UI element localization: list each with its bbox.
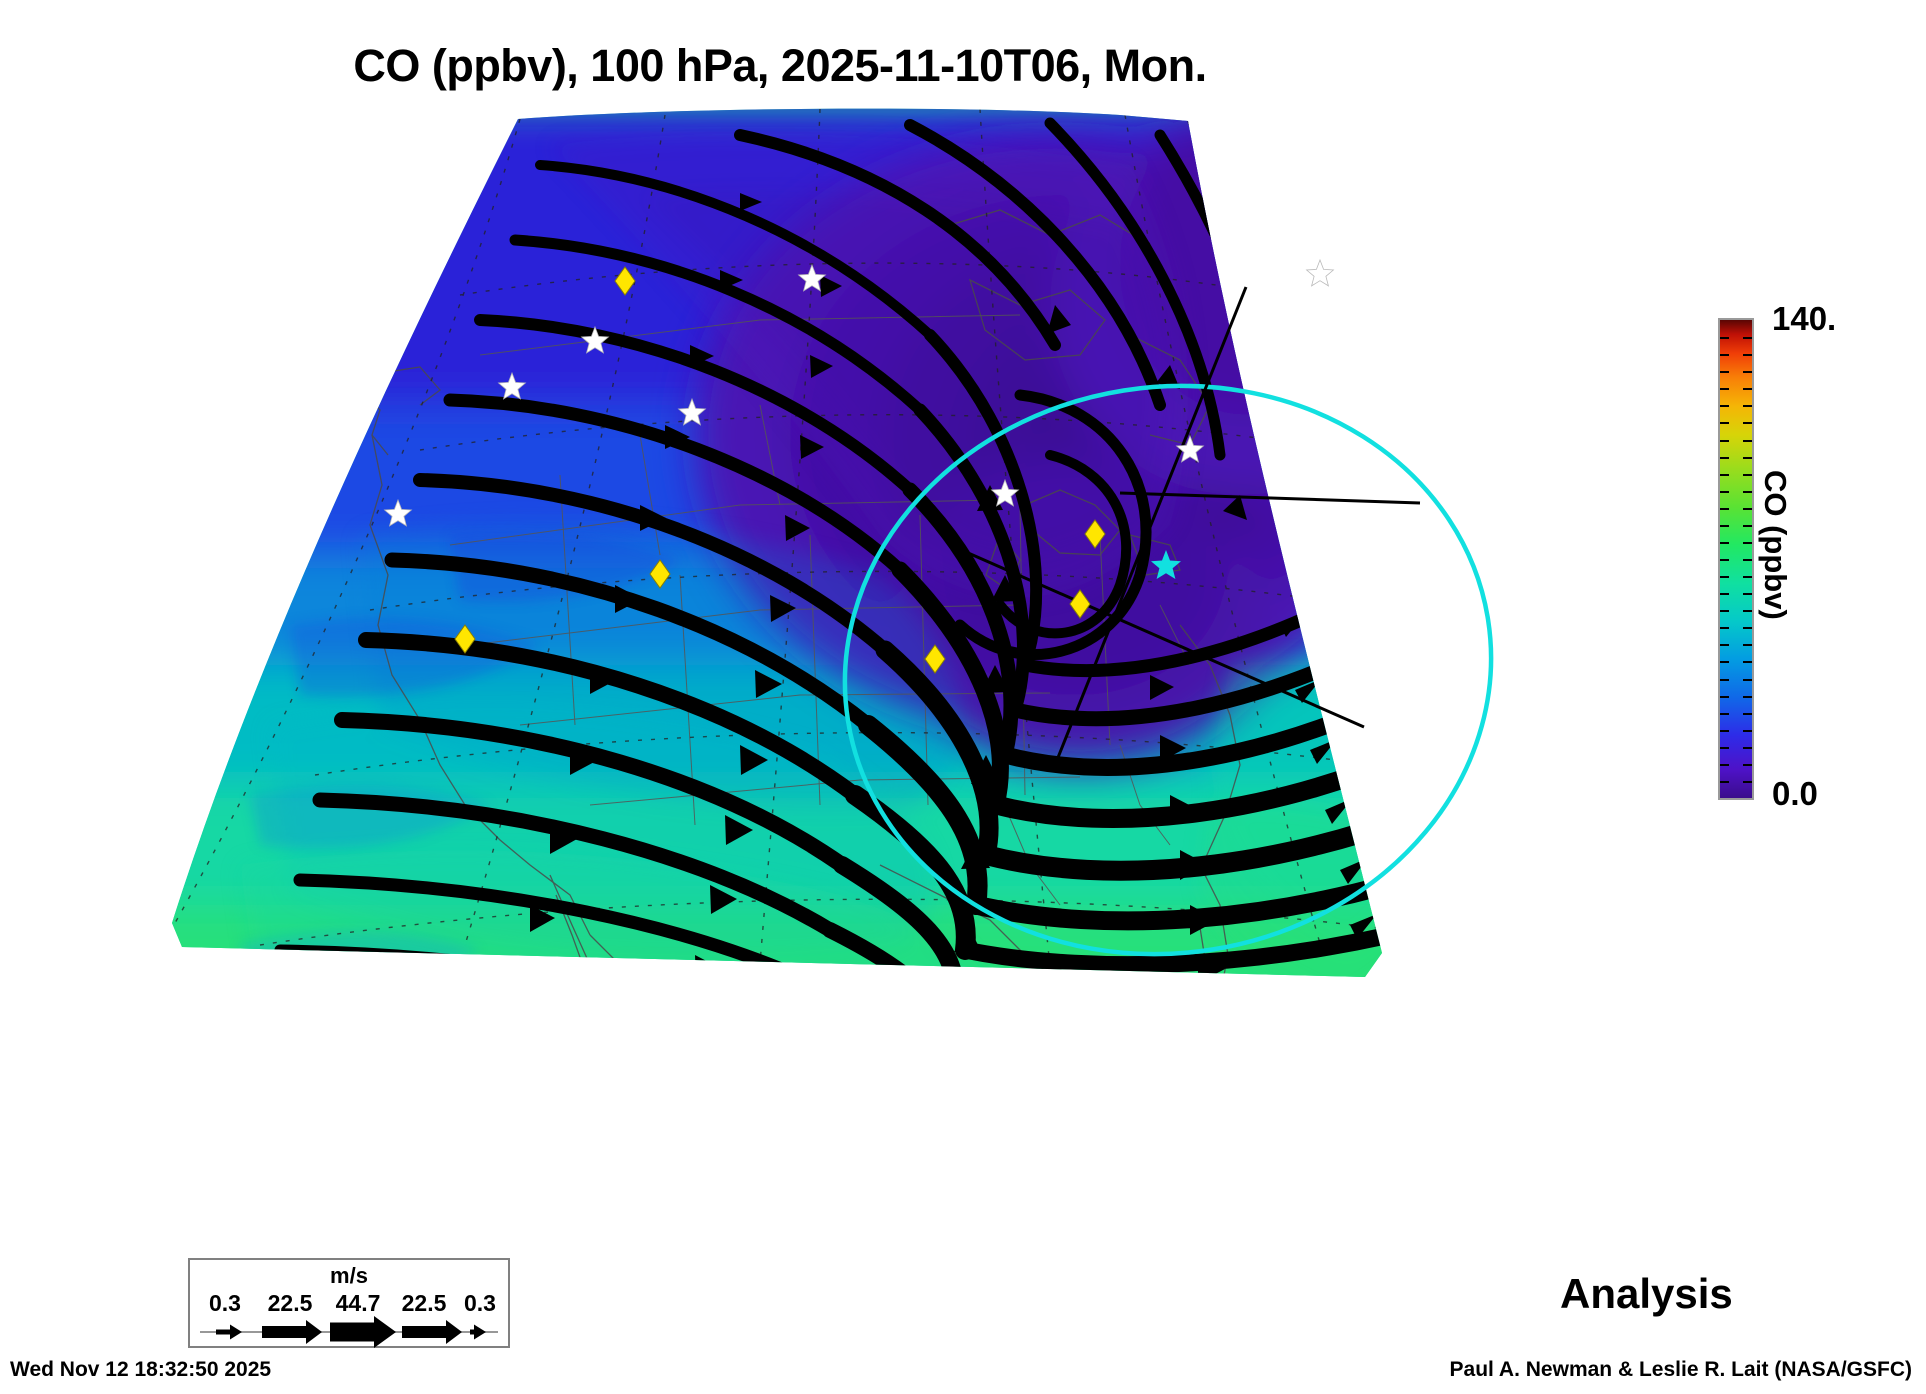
yellow-diamond-markers (454, 266, 1106, 674)
colorbar-tick (1720, 713, 1729, 715)
colorbar-tick (1743, 593, 1752, 595)
colorbar-tick (1743, 576, 1752, 578)
colorbar-tick (1743, 525, 1752, 527)
colorbar-tick (1743, 508, 1752, 510)
map-panel (120, 105, 1540, 1065)
colorbar-tick (1720, 593, 1729, 595)
colorbar-tick (1720, 679, 1729, 681)
colorbar-tick (1743, 422, 1752, 424)
colorbar-tick (1720, 491, 1729, 493)
colorbar-tick (1720, 337, 1729, 339)
wind-legend-value-5: 0.3 (464, 1290, 496, 1316)
colorbar-tick (1720, 747, 1729, 749)
colorbar-max-label: 140. (1772, 300, 1837, 337)
wind-legend-unit: m/s (330, 1263, 368, 1288)
colorbar-tick (1720, 559, 1729, 561)
render-timestamp: Wed Nov 12 18:32:50 2025 (10, 1358, 272, 1381)
colorbar-tick (1743, 610, 1752, 612)
colorbar-tick (1743, 696, 1752, 698)
colorbar-tick (1743, 730, 1752, 732)
colorbar-min-label: 0.0 (1772, 775, 1818, 812)
colorbar-tick (1743, 405, 1752, 407)
wind-legend-value-2: 22.5 (267, 1290, 313, 1316)
station-markers (383, 258, 1335, 674)
colorbar-tick (1743, 491, 1752, 493)
cyan-star-marker (1151, 550, 1181, 579)
wind-legend-value-3: 44.7 (335, 1290, 381, 1316)
colorbar-tick (1720, 457, 1729, 459)
colorbar-tick (1743, 559, 1752, 561)
colorbar-tick (1743, 542, 1752, 544)
colorbar-tick (1743, 764, 1752, 766)
colorbar-tick (1720, 354, 1729, 356)
colorbar-tick (1720, 576, 1729, 578)
colorbar-tick (1720, 764, 1729, 766)
colorbar-tick (1743, 644, 1752, 646)
colorbar-tick (1743, 354, 1752, 356)
colorbar-tick (1720, 610, 1729, 612)
colorbar-tick (1720, 371, 1729, 373)
co-contour-field (172, 108, 1382, 977)
colorbar-tick (1720, 661, 1729, 663)
colorbar-tick (1720, 542, 1729, 544)
colorbar-tick (1720, 440, 1729, 442)
colorbar-tick (1743, 474, 1752, 476)
colorbar-axis-label: CO (ppbv) (1758, 470, 1793, 620)
page-title: CO (ppbv), 100 hPa, 2025-11-10T06, Mon. (353, 40, 1207, 91)
colorbar-tick (1743, 661, 1752, 663)
colorbar-tick (1720, 474, 1729, 476)
colorbar-tick (1720, 644, 1729, 646)
wind-speed-legend: m/s 0.3 22.5 44.7 22.5 0.3 (188, 1258, 510, 1348)
colorbar-tick (1743, 713, 1752, 715)
colorbar-tick (1720, 388, 1729, 390)
flight-range-ring (842, 383, 1494, 957)
colorbar-tick (1720, 405, 1729, 407)
colorbar-tick (1720, 730, 1729, 732)
colorbar-tick (1720, 422, 1729, 424)
colorbar-tick (1743, 388, 1752, 390)
analysis-label: Analysis (1560, 1270, 1733, 1317)
flight-track-lines (949, 286, 1421, 766)
wind-legend-value-1: 0.3 (209, 1290, 241, 1316)
colorbar-tick (1720, 508, 1729, 510)
white-star-markers (383, 258, 1335, 527)
colorbar-tick (1720, 696, 1729, 698)
colorbar-tick (1720, 781, 1729, 783)
colorbar-tick (1720, 627, 1729, 629)
colorbar-tick (1743, 781, 1752, 783)
colorbar-tick (1720, 525, 1729, 527)
map-figure (172, 108, 1494, 977)
streamline-arrowheads (510, 193, 1382, 977)
colorbar (1718, 318, 1754, 800)
author-credit: Paul A. Newman & Leslie R. Lait (NASA/GS… (1449, 1358, 1912, 1381)
colorbar-tick (1743, 457, 1752, 459)
colorbar-tick (1743, 679, 1752, 681)
wind-legend-value-4: 22.5 (401, 1290, 447, 1316)
wind-legend-arrows (200, 1316, 498, 1348)
colorbar-tick (1743, 440, 1752, 442)
colorbar-tick (1743, 747, 1752, 749)
colorbar-tick (1743, 371, 1752, 373)
colorbar-tick (1743, 337, 1752, 339)
colorbar-tick (1743, 627, 1752, 629)
